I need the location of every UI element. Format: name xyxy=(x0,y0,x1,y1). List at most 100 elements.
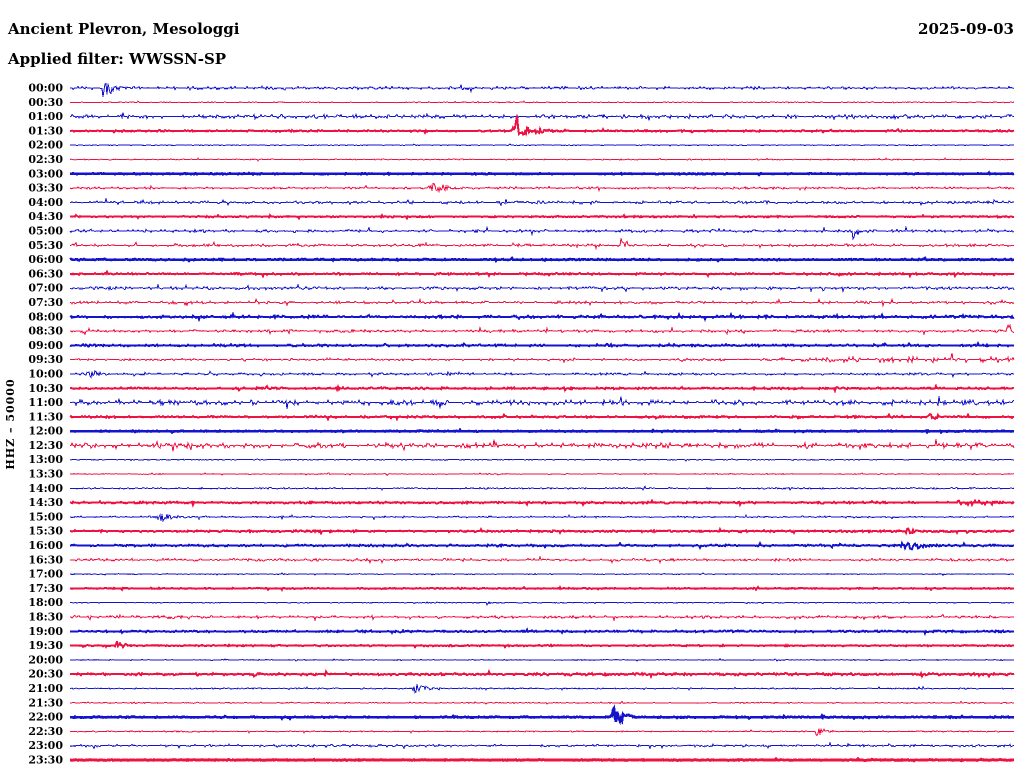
trace-row-03:30 xyxy=(69,183,1015,194)
trace-row-11:30 xyxy=(69,412,1014,422)
time-label: 19:00 xyxy=(28,625,63,638)
time-label: 14:00 xyxy=(28,482,63,495)
station-title: Ancient Plevron, Mesologgi xyxy=(8,20,240,38)
time-label: 05:00 xyxy=(28,225,63,238)
time-label: 06:30 xyxy=(28,267,63,280)
trace-row-22:30 xyxy=(70,728,1014,737)
time-label: 13:30 xyxy=(28,468,63,481)
trace-row-00:00 xyxy=(70,82,1015,97)
time-label: 12:00 xyxy=(28,425,63,438)
trace-row-07:30 xyxy=(69,297,1015,308)
trace-row-18:30 xyxy=(70,613,1014,622)
time-label: 08:00 xyxy=(28,310,63,323)
trace-row-23:30 xyxy=(70,756,1015,763)
trace-row-10:00 xyxy=(70,370,1014,379)
trace-row-02:30 xyxy=(69,157,1015,162)
time-label: 00:30 xyxy=(28,96,63,109)
time-label: 17:00 xyxy=(28,568,63,581)
trace-row-20:30 xyxy=(69,668,1015,680)
trace-row-13:00 xyxy=(69,458,1015,462)
time-label: 21:00 xyxy=(28,682,63,695)
time-label: 17:30 xyxy=(28,582,63,595)
trace-row-06:30 xyxy=(70,269,1015,279)
trace-row-20:00 xyxy=(70,657,1015,662)
trace-row-11:00 xyxy=(70,396,1015,410)
time-label: 09:00 xyxy=(28,339,63,352)
time-label: 04:30 xyxy=(28,210,63,223)
trace-row-07:00 xyxy=(69,283,1015,294)
time-label: 05:30 xyxy=(28,239,63,252)
time-label: 23:00 xyxy=(28,739,63,752)
trace-row-01:30 xyxy=(70,115,1015,137)
trace-row-21:30 xyxy=(70,700,1014,706)
trace-row-00:30 xyxy=(70,100,1015,104)
time-label: 11:30 xyxy=(28,410,63,423)
trace-row-18:00 xyxy=(69,601,1015,606)
time-label: 02:00 xyxy=(28,139,63,152)
trace-row-01:00 xyxy=(70,112,1014,121)
time-label: 03:00 xyxy=(28,167,63,180)
trace-row-05:30 xyxy=(70,238,1014,251)
time-label: 03:30 xyxy=(28,182,63,195)
time-label: 08:30 xyxy=(28,325,63,338)
time-label: 04:00 xyxy=(28,196,63,209)
time-label: 10:00 xyxy=(28,368,63,381)
trace-row-15:30 xyxy=(70,526,1015,536)
trace-row-22:00 xyxy=(70,704,1014,726)
time-label: 22:30 xyxy=(28,725,63,738)
time-label: 11:00 xyxy=(28,396,63,409)
time-label: 16:30 xyxy=(28,553,63,566)
trace-row-16:30 xyxy=(69,555,1015,565)
time-label: 18:00 xyxy=(28,596,63,609)
time-label: 00:00 xyxy=(28,82,63,95)
time-label: 06:00 xyxy=(28,253,63,266)
time-label: 13:00 xyxy=(28,453,63,466)
time-label: 23:30 xyxy=(28,754,63,767)
trace-row-19:30 xyxy=(70,640,1014,650)
time-label: 10:30 xyxy=(28,382,63,395)
trace-row-05:00 xyxy=(69,225,1015,241)
trace-row-15:00 xyxy=(70,513,1015,523)
trace-row-23:00 xyxy=(69,741,1014,750)
trace-row-06:00 xyxy=(69,255,1014,264)
time-label: 15:30 xyxy=(28,525,63,538)
trace-row-17:30 xyxy=(70,584,1014,592)
trace-row-16:00 xyxy=(70,540,1015,551)
time-label: 22:00 xyxy=(28,711,63,724)
trace-row-14:00 xyxy=(70,485,1015,491)
time-label: 12:30 xyxy=(28,439,63,452)
trace-row-17:00 xyxy=(70,572,1015,577)
trace-row-12:30 xyxy=(70,439,1015,452)
trace-row-03:00 xyxy=(70,170,1015,177)
time-label: 07:30 xyxy=(28,296,63,309)
trace-row-04:30 xyxy=(70,213,1015,221)
trace-row-08:30 xyxy=(70,323,1015,336)
trace-row-09:30 xyxy=(70,352,1015,364)
time-label: 02:30 xyxy=(28,153,63,166)
trace-row-08:00 xyxy=(69,311,1015,323)
trace-row-02:00 xyxy=(70,143,1015,147)
trace-row-19:00 xyxy=(70,627,1014,636)
time-label: 07:00 xyxy=(28,282,63,295)
time-label: 20:00 xyxy=(28,653,63,666)
filter-label: Applied filter: WWSSN-SP xyxy=(8,50,227,68)
time-label: 01:00 xyxy=(28,110,63,123)
trace-row-12:00 xyxy=(70,427,1015,435)
trace-row-13:30 xyxy=(70,472,1015,477)
trace-row-09:00 xyxy=(69,340,1015,348)
date-label: 2025-09-03 xyxy=(918,20,1014,38)
trace-row-14:30 xyxy=(70,498,1015,508)
time-label: 14:30 xyxy=(28,496,63,509)
trace-row-04:00 xyxy=(70,197,1015,207)
time-label: 20:30 xyxy=(28,668,63,681)
time-label: 01:30 xyxy=(28,124,63,137)
time-label: 18:30 xyxy=(28,611,63,624)
time-label: 09:30 xyxy=(28,353,63,366)
trace-row-21:00 xyxy=(70,684,1014,694)
time-label: 16:00 xyxy=(28,539,63,552)
trace-row-10:30 xyxy=(69,383,1015,394)
time-label: 21:30 xyxy=(28,696,63,709)
time-label: 19:30 xyxy=(28,639,63,652)
time-label: 15:00 xyxy=(28,510,63,523)
